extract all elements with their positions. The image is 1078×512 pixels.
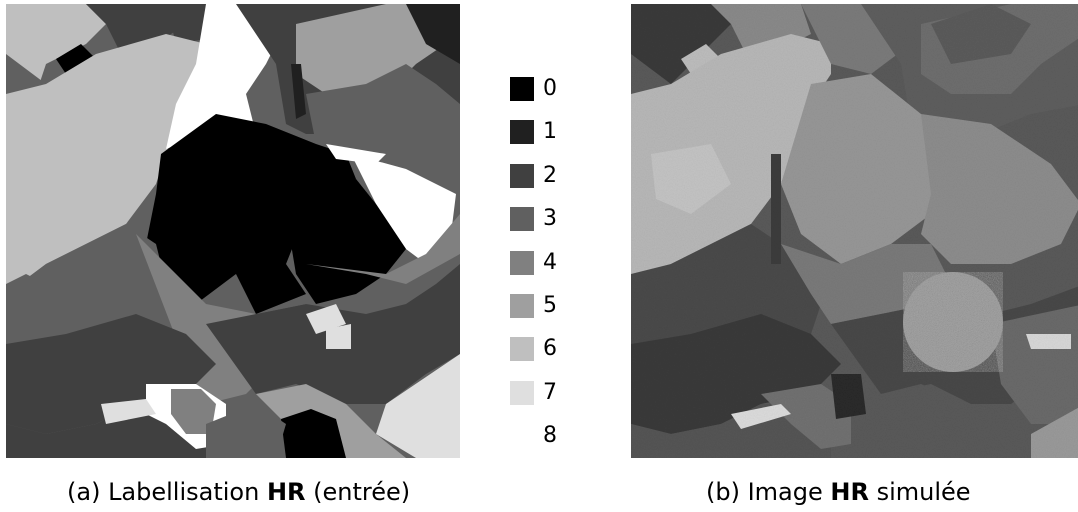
legend-label: 0 (543, 76, 557, 101)
caption-a-bold: HR (266, 478, 306, 506)
legend-item: 1 (510, 119, 557, 145)
legend-item: 2 (510, 162, 557, 188)
legend-item: 3 (510, 206, 557, 232)
legend-swatch (510, 380, 534, 405)
legend-swatch (510, 250, 534, 275)
legend-label: 8 (543, 423, 557, 449)
label-map-image (6, 4, 460, 458)
legend-label: 7 (543, 379, 557, 405)
legend-swatch (510, 163, 534, 188)
legend-label: 1 (543, 119, 557, 145)
caption-b-prefix: (b) Image (706, 478, 831, 506)
simulated-image (631, 4, 1078, 458)
legend-item: 4 (510, 249, 557, 275)
caption-a-prefix: (a) Labellisation (67, 478, 267, 506)
legend-label: 6 (543, 336, 557, 362)
caption-a-suffix: (entrée) (305, 478, 411, 506)
legend-label: 3 (543, 206, 557, 232)
legend-swatch (510, 77, 534, 101)
caption-b: (b) Image HR simulée (706, 478, 971, 506)
caption-a: (a) Labellisation HR (entrée) (67, 478, 410, 506)
caption-b-suffix: simulée (868, 478, 971, 506)
legend-swatch (510, 207, 534, 232)
legend-swatch (510, 424, 534, 449)
legend-swatch (510, 120, 534, 145)
legend-item: 6 (510, 336, 557, 362)
legend-label: 4 (543, 249, 557, 275)
caption-b-bold: HR (830, 478, 869, 506)
legend-swatch (510, 337, 534, 362)
legend-item: 8 (510, 423, 557, 449)
legend-swatch (510, 294, 534, 318)
legend-label: 2 (543, 162, 557, 188)
legend-item: 0 (510, 77, 557, 101)
legend-item: 5 (510, 294, 557, 318)
legend-item: 7 (510, 379, 557, 405)
legend-label: 5 (543, 293, 557, 318)
